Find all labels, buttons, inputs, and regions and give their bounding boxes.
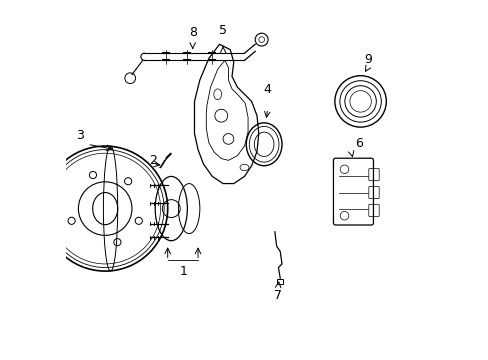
Text: 4: 4 <box>263 83 271 96</box>
Text: 8: 8 <box>188 26 196 39</box>
Text: 1: 1 <box>180 265 187 278</box>
Text: 7: 7 <box>274 289 282 302</box>
Text: 9: 9 <box>363 53 371 66</box>
Text: 6: 6 <box>354 137 362 150</box>
Text: 3: 3 <box>76 129 84 142</box>
Text: 2: 2 <box>149 154 157 167</box>
Text: 5: 5 <box>219 24 226 37</box>
